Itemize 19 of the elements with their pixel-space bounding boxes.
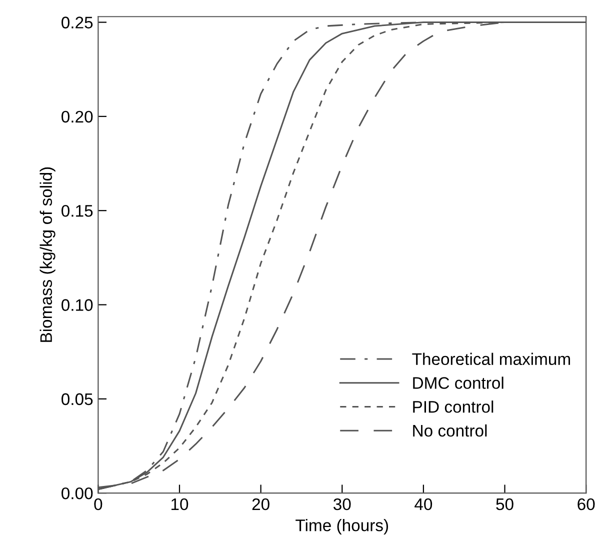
y-axis-title: Biomass (kg/kg of solid) bbox=[40, 167, 56, 342]
y-tick-label: 0.20 bbox=[62, 110, 93, 123]
y-tick-label: 0.15 bbox=[62, 204, 93, 217]
legend-label: DMC control bbox=[413, 376, 504, 389]
y-tick-label: 0.25 bbox=[62, 16, 93, 28]
x-tick-label: 0 bbox=[94, 498, 102, 510]
x-tick-label: 40 bbox=[414, 498, 432, 510]
y-tick-label: 0.00 bbox=[62, 487, 93, 500]
x-axis-title: Time (hours) bbox=[296, 519, 388, 535]
y-tick-label: 0.05 bbox=[62, 393, 93, 406]
x-tick-label: 60 bbox=[578, 498, 595, 510]
x-tick-label: 10 bbox=[171, 498, 188, 510]
x-tick-label: 20 bbox=[252, 498, 270, 510]
legend-label: PID control bbox=[413, 400, 494, 413]
x-tick-label: 30 bbox=[333, 498, 351, 510]
y-tick-label: 0.10 bbox=[62, 299, 93, 311]
legend-label: No control bbox=[413, 424, 487, 437]
legend-label: Theoretical maximum bbox=[412, 352, 570, 366]
x-tick-label: 50 bbox=[496, 498, 514, 510]
